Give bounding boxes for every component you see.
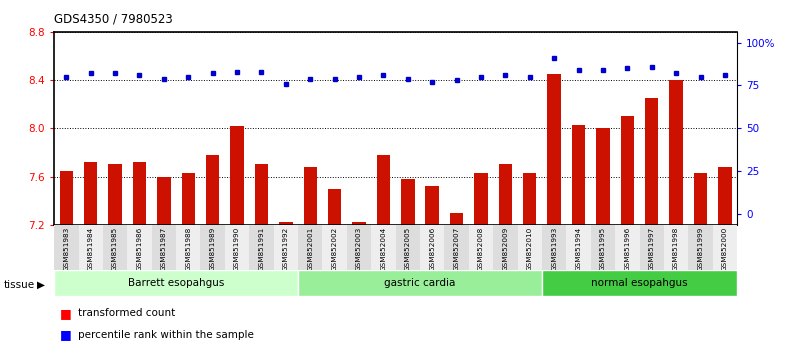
Bar [396, 225, 420, 271]
Bar [615, 225, 639, 271]
Bar [664, 225, 689, 271]
Bar [689, 225, 712, 271]
Text: GSM851983: GSM851983 [64, 227, 69, 271]
Bar [303, 167, 317, 225]
Bar [230, 126, 244, 225]
Bar [639, 225, 664, 271]
Text: GSM852008: GSM852008 [478, 227, 484, 271]
Bar [718, 167, 732, 225]
Bar [133, 162, 146, 225]
Bar [60, 171, 73, 225]
Text: GSM852009: GSM852009 [502, 227, 509, 271]
Bar [444, 225, 469, 271]
Bar [542, 225, 566, 271]
Text: GSM852003: GSM852003 [356, 227, 362, 271]
Text: GSM852006: GSM852006 [429, 227, 435, 271]
Text: transformed count: transformed count [78, 308, 175, 318]
Bar [54, 225, 79, 271]
Bar [694, 173, 707, 225]
Bar [474, 173, 488, 225]
Bar [322, 225, 347, 271]
Bar [255, 165, 268, 225]
Text: GSM852001: GSM852001 [307, 227, 314, 271]
Text: percentile rank within the sample: percentile rank within the sample [78, 330, 254, 339]
Bar [108, 165, 122, 225]
Bar [645, 98, 658, 225]
Bar [181, 173, 195, 225]
Bar [152, 225, 176, 271]
Bar [621, 116, 634, 225]
Bar [712, 225, 737, 271]
Text: GDS4350 / 7980523: GDS4350 / 7980523 [54, 12, 173, 25]
Bar [498, 165, 512, 225]
Text: tissue: tissue [4, 280, 35, 290]
Text: GSM852010: GSM852010 [527, 227, 533, 271]
Bar [596, 129, 610, 225]
Bar [224, 225, 249, 271]
Bar [401, 179, 415, 225]
Bar [469, 225, 494, 271]
Bar [127, 225, 152, 271]
Bar [347, 225, 371, 271]
Text: GSM851988: GSM851988 [185, 227, 191, 271]
Bar [353, 222, 365, 225]
Text: GSM851992: GSM851992 [283, 227, 289, 271]
Bar [176, 225, 201, 271]
Bar [79, 225, 103, 271]
Bar [542, 270, 737, 296]
Text: GSM851985: GSM851985 [112, 227, 118, 271]
Bar [591, 225, 615, 271]
Bar [517, 225, 542, 271]
Bar [249, 225, 274, 271]
Text: GSM851993: GSM851993 [551, 227, 557, 271]
Bar [426, 186, 439, 225]
Bar [274, 225, 298, 271]
Text: normal esopahgus: normal esopahgus [591, 278, 688, 288]
Bar [298, 270, 542, 296]
Text: GSM851991: GSM851991 [259, 227, 264, 271]
Text: GSM852005: GSM852005 [405, 227, 411, 271]
Bar [328, 189, 341, 225]
Text: GSM851998: GSM851998 [673, 227, 679, 271]
Bar [371, 225, 396, 271]
Bar [669, 80, 683, 225]
Bar [206, 155, 220, 225]
Text: GSM851995: GSM851995 [600, 227, 606, 271]
Text: GSM851996: GSM851996 [624, 227, 630, 271]
Bar [420, 225, 444, 271]
Text: GSM851994: GSM851994 [576, 227, 582, 271]
Bar [377, 155, 390, 225]
Bar [103, 225, 127, 271]
Text: ■: ■ [60, 328, 72, 341]
Text: GSM852007: GSM852007 [454, 227, 459, 271]
Text: ■: ■ [60, 307, 72, 320]
Text: Barrett esopahgus: Barrett esopahgus [128, 278, 224, 288]
Text: GSM851989: GSM851989 [209, 227, 216, 271]
Bar [566, 225, 591, 271]
Text: ▶: ▶ [37, 280, 45, 290]
Bar [572, 125, 585, 225]
Text: GSM851999: GSM851999 [697, 227, 704, 271]
Text: GSM852000: GSM852000 [722, 227, 728, 271]
Bar [523, 173, 537, 225]
Bar [279, 222, 293, 225]
Bar [450, 213, 463, 225]
Bar [298, 225, 322, 271]
Text: GSM851987: GSM851987 [161, 227, 167, 271]
Text: GSM851986: GSM851986 [136, 227, 142, 271]
Bar [54, 270, 298, 296]
Text: gastric cardia: gastric cardia [384, 278, 455, 288]
Text: GSM851997: GSM851997 [649, 227, 655, 271]
Bar [201, 225, 224, 271]
Text: GSM851984: GSM851984 [88, 227, 94, 271]
Text: GSM852002: GSM852002 [332, 227, 338, 271]
Bar [494, 225, 517, 271]
Bar [157, 177, 170, 225]
Bar [548, 74, 561, 225]
Bar [84, 162, 97, 225]
Text: GSM852004: GSM852004 [380, 227, 386, 271]
Text: GSM851990: GSM851990 [234, 227, 240, 271]
